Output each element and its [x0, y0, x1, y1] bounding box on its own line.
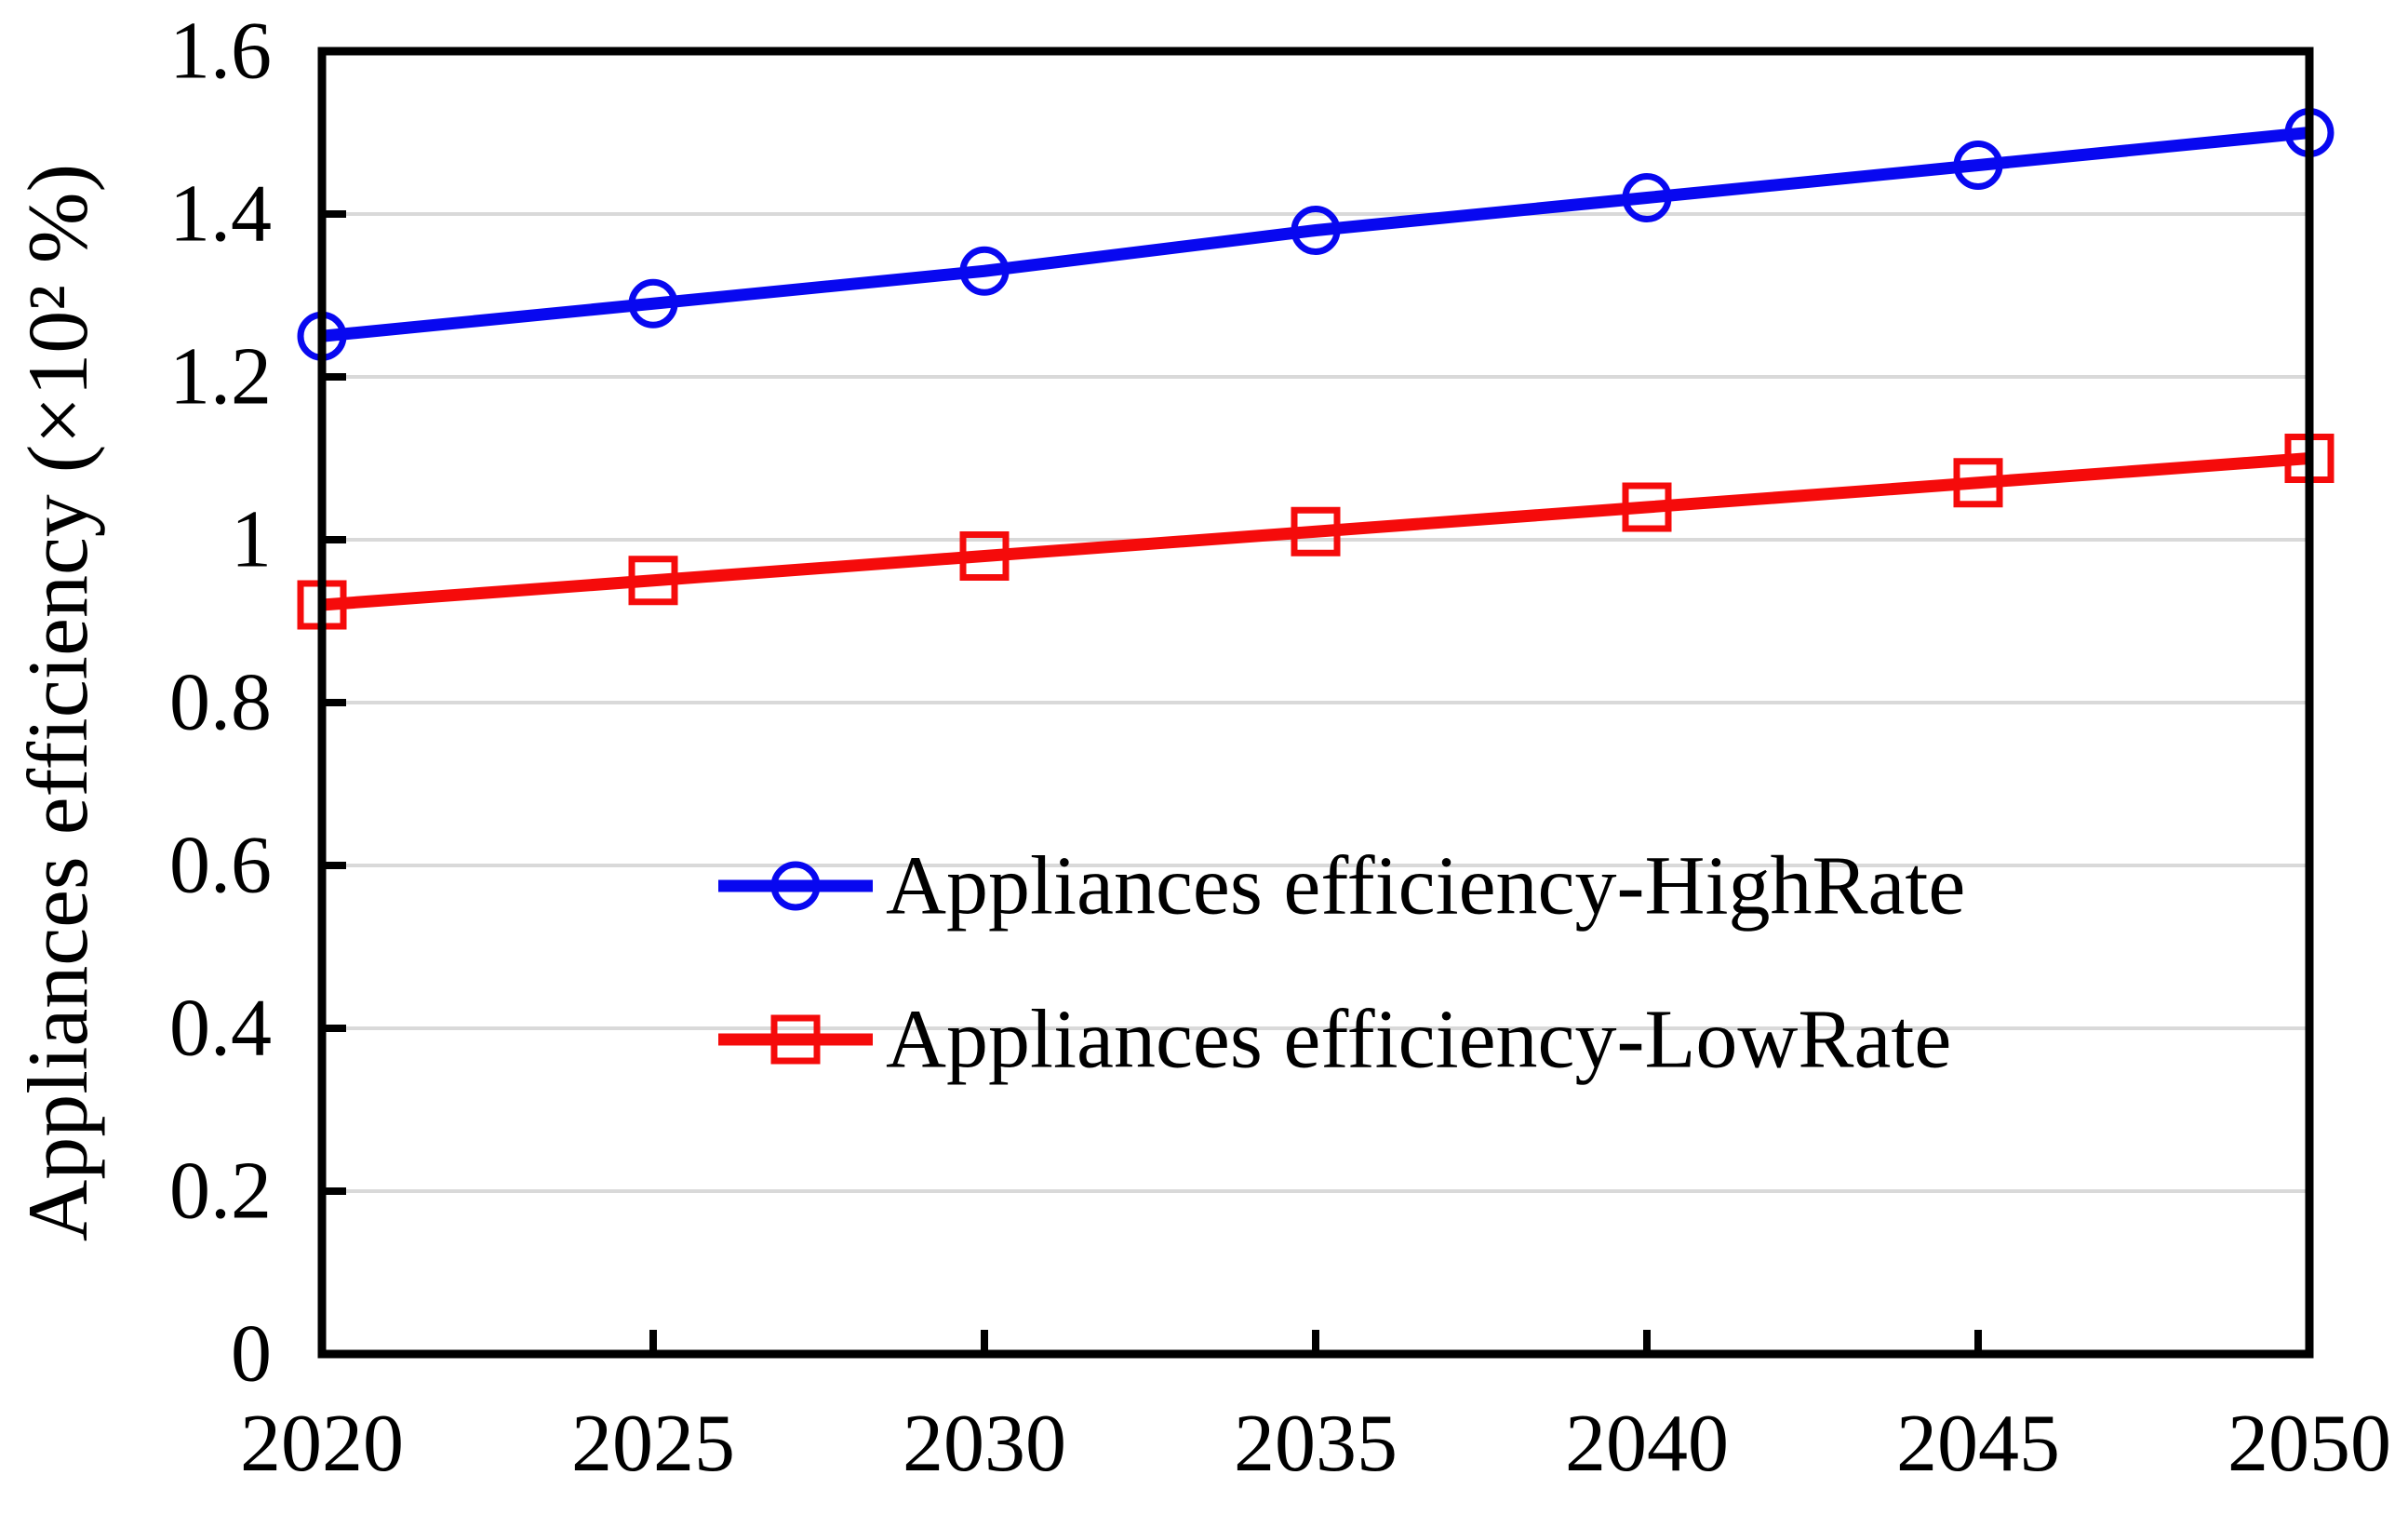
y-axis-ticks [322, 210, 346, 1195]
legend-item-highrate: Appliances efficiency-HighRate [718, 840, 1965, 932]
x-tick-label: 2020 [240, 1399, 404, 1489]
legend: Appliances efficiency-HighRate Appliances… [718, 840, 1965, 1086]
highrate-marker-circle [1291, 206, 1341, 255]
y-tick-label: 0.8 [169, 658, 272, 748]
y-tick-label: 0 [231, 1309, 272, 1400]
highrate-marker-circle [959, 246, 1010, 296]
legend-square-icon [770, 1014, 821, 1065]
x-tick-label: 2030 [903, 1399, 1066, 1489]
gridlines [322, 212, 2309, 1193]
y-tick-label: 0.2 [169, 1146, 272, 1237]
y-tick-label: 1.6 [169, 7, 272, 97]
lowrate-marker-square [959, 531, 1010, 581]
lowrate-marker-square [628, 556, 678, 606]
x-tick-label: 2050 [2227, 1399, 2391, 1489]
x-axis-tick-labels: 2020 2025 2030 2035 2040 2045 2050 [240, 1399, 2391, 1489]
lowrate-marker-square [1622, 482, 1672, 532]
highrate-line [321, 127, 2310, 342]
lowrate-marker-square [1953, 458, 2003, 508]
y-tick-label: 1 [231, 495, 272, 585]
legend-label: Appliances efficiency-LowRate [886, 994, 1951, 1086]
lowrate-marker-square [1291, 506, 1341, 556]
y-axis-title: Appliances efficiency (×10² %) [10, 164, 105, 1241]
highrate-marker-circle [1622, 173, 1672, 222]
legend-label: Appliances efficiency-HighRate [886, 840, 1965, 932]
y-tick-label: 0.4 [169, 984, 272, 1074]
y-tick-label: 1.4 [169, 169, 272, 260]
y-tick-label: 0.6 [169, 821, 272, 911]
x-tick-label: 2045 [1896, 1399, 2060, 1489]
y-axis-tick-labels: 0 0.2 0.4 0.6 0.8 1 1.2 1.4 1.6 [169, 7, 272, 1400]
highrate-marker-circle [1953, 141, 2003, 190]
x-tick-label: 2035 [1234, 1399, 1398, 1489]
x-tick-label: 2040 [1565, 1399, 1729, 1489]
lowrate-line [321, 452, 2310, 611]
series-lowrate [297, 434, 2334, 630]
legend-circle-icon [770, 861, 821, 911]
y-tick-label: 1.2 [169, 332, 272, 422]
legend-item-lowrate: Appliances efficiency-LowRate [718, 994, 1951, 1086]
series-highrate [297, 108, 2334, 361]
x-axis-ticks [649, 1330, 1982, 1354]
x-tick-label: 2025 [571, 1399, 735, 1489]
highrate-marker-circle [628, 278, 678, 328]
